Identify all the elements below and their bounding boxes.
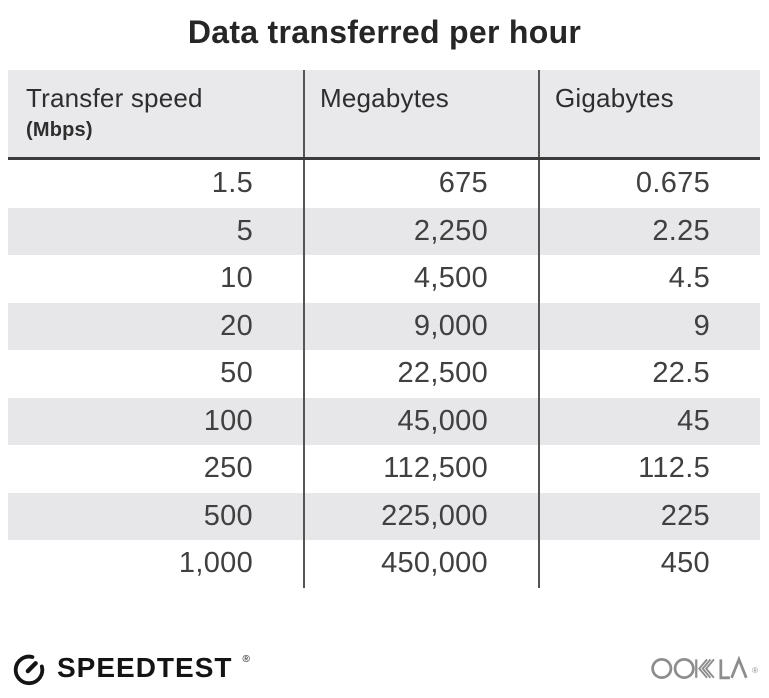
table-row: 20 9,000 9 [8,302,760,350]
cell-megabytes: 112,500 [303,445,538,493]
cell-megabytes: 225,000 [303,492,538,540]
table-row: 1.5 675 0.675 [8,160,760,208]
cell-gigabytes: 4.5 [538,255,760,303]
cell-megabytes: 675 [303,160,538,208]
cell-speed: 1,000 [178,547,253,580]
column-header-megabytes: Megabytes [303,70,538,157]
data-table: Transfer speed (Mbps) Megabytes Gigabyte… [8,70,760,588]
column-header-gigabytes: Gigabytes [538,70,760,157]
cell-megabytes: 450,000 [303,540,538,588]
cell-megabytes: 22,500 [303,350,538,398]
cell-speed: 100 [203,404,253,437]
cell-speed: 50 [220,357,253,390]
cell-speed: 250 [203,452,253,485]
table-row: 100 45,000 45 [8,397,760,445]
column-header-transfer-speed: Transfer speed (Mbps) [8,70,303,157]
cell-speed: 1.5 [211,167,253,200]
cell-speed: 20 [220,309,253,342]
cell-gigabytes: 450 [538,540,760,588]
column-header-label: Transfer speed [26,83,203,113]
ookla-wordmark-icon [651,650,751,687]
cell-gigabytes: 45 [538,397,760,445]
cell-megabytes: 45,000 [303,397,538,445]
table-row: 500 225,000 225 [8,492,760,540]
speedtest-logo: SPEEDTEST ® [10,649,250,687]
cell-gigabytes: 2.25 [538,207,760,255]
table-row: 50 22,500 22.5 [8,350,760,398]
table-row: 1,000 450,000 450 [8,540,760,588]
footer: SPEEDTEST ® ® [10,646,758,690]
cell-speed: 5 [236,214,253,247]
cell-megabytes: 2,250 [303,207,538,255]
cell-gigabytes: 0.675 [538,160,760,208]
column-header-sublabel: (Mbps) [26,119,93,141]
speedtest-trademark: ® [242,653,250,665]
table-row: 250 112,500 112.5 [8,445,760,493]
cell-speed: 500 [203,499,253,532]
page-title: Data transferred per hour [187,14,582,50]
speedtest-wordmark: SPEEDTEST [57,652,233,683]
table-body: 1.5 675 0.675 5 2,250 2.25 10 4,500 4.5 20 9,000 9 5… [8,160,760,588]
ookla-trademark: ® [752,665,758,675]
gauge-icon [10,649,48,687]
cell-gigabytes: 9 [538,302,760,350]
cell-speed: 10 [220,262,253,295]
cell-gigabytes: 22.5 [538,350,760,398]
cell-megabytes: 4,500 [303,255,538,303]
table-row: 5 2,250 2.25 [8,207,760,255]
cell-megabytes: 9,000 [303,302,538,350]
cell-gigabytes: 112.5 [538,445,760,493]
ookla-logo: ® [651,650,758,687]
cell-gigabytes: 225 [538,492,760,540]
table-header-row: Transfer speed (Mbps) Megabytes Gigabyte… [8,70,760,160]
table-row: 10 4,500 4.5 [8,255,760,303]
